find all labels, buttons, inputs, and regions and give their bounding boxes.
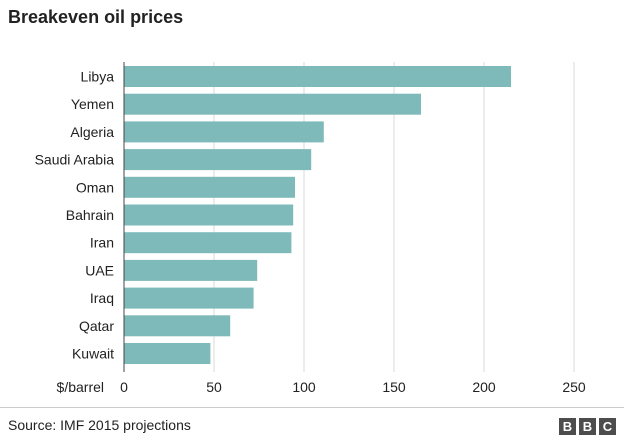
x-tick-label: 200 [472, 379, 496, 395]
category-label: Oman [76, 179, 114, 195]
bbc-logo: B B C [559, 418, 616, 435]
category-label: Saudi Arabia [35, 152, 115, 168]
bar [124, 93, 421, 115]
category-label: Kuwait [72, 346, 114, 362]
bar [124, 287, 254, 309]
bar [124, 176, 295, 198]
x-tick-label: 150 [382, 379, 406, 395]
chart-title: Breakeven oil prices [8, 7, 184, 27]
x-tick-label: 50 [206, 379, 222, 395]
category-labels: Libya Yemen Algeria Saudi Arabia Oman Bahrain… [35, 69, 115, 362]
bar [124, 232, 292, 254]
logo-letter: B [579, 418, 596, 435]
bar [124, 259, 258, 281]
bar [124, 315, 231, 337]
bar [124, 121, 324, 143]
logo-letter: B [559, 418, 576, 435]
footer-divider [0, 407, 624, 408]
x-axis-label: $/barrel [57, 379, 104, 395]
category-label: Bahrain [66, 207, 114, 223]
category-label: Algeria [70, 124, 114, 140]
x-tick-label: 0 [120, 379, 128, 395]
bar [124, 204, 294, 226]
x-tick-label: 100 [292, 379, 316, 395]
category-label: Qatar [79, 318, 114, 334]
category-label: UAE [85, 262, 114, 278]
bar [124, 343, 211, 364]
bar [124, 66, 511, 87]
x-tick-label: 250 [562, 379, 586, 395]
bars [124, 66, 511, 364]
logo-letter: C [599, 418, 616, 435]
category-label: Iraq [90, 290, 114, 306]
x-axis-ticks: 0 50 100 150 200 250 [120, 379, 586, 395]
category-label: Libya [81, 69, 115, 85]
bar [124, 149, 312, 171]
category-label: Iran [90, 235, 114, 251]
category-label: Yemen [71, 96, 114, 112]
source-note: Source: IMF 2015 projections [8, 417, 191, 433]
